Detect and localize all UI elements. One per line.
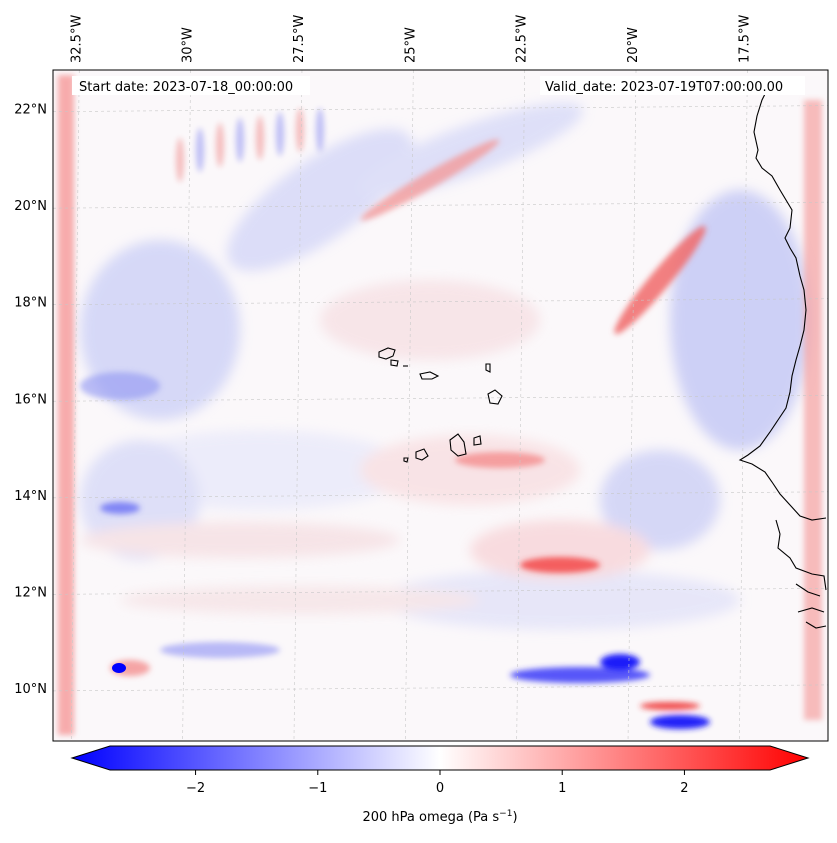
meridian-line (70, 69, 80, 742)
colorbar-ticks: −2 −1 0 1 2 (186, 770, 689, 796)
strong-ascent-blob (112, 663, 126, 673)
valid-date-box (540, 76, 805, 95)
coastlines (378, 87, 827, 629)
colorbar-tick-label: 2 (680, 781, 688, 796)
lat-tick-label: 12°N (14, 585, 47, 600)
colorbar-tick-label: −1 (308, 781, 327, 796)
colorbar-bar (70, 745, 810, 771)
meridian-line (627, 69, 637, 742)
lat-tick-label: 18°N (14, 296, 47, 311)
lon-tick-label: 32.5°W (69, 15, 84, 63)
omega-field (58, 75, 822, 735)
meridian-line (405, 69, 414, 742)
meridian-line (516, 69, 525, 742)
valid-date-label: Valid_date: 2023-07-19T07:00:00.00 (545, 80, 783, 95)
meridian-line (739, 69, 748, 742)
lon-tick-label: 27.5°W (292, 15, 307, 63)
colorbar-tick-label: 1 (558, 781, 566, 796)
cape-verde-islands (378, 347, 503, 463)
lat-tick-label: 14°N (14, 489, 47, 504)
graticule (52, 69, 829, 742)
lat-tick-label: 16°N (14, 392, 47, 407)
colorbar-tick-label: −2 (186, 781, 205, 796)
longitude-labels: 32.5°W 30°W 27.5°W 25°W 22.5°W 20°W 17.5°W (69, 15, 752, 63)
lat-tick-label: 10°N (14, 682, 47, 697)
guinea-bissau-coast (775, 519, 827, 629)
meridian-line (182, 69, 191, 742)
lon-tick-label: 20°W (626, 27, 641, 63)
start-date-box (72, 76, 310, 95)
lat-tick-label: 22°N (14, 103, 47, 118)
lon-tick-label: 30°W (181, 27, 196, 63)
colorbar-label: 200 hPa omega (Pa s−1) (362, 809, 517, 825)
meridian-line (293, 69, 303, 742)
lat-tick-label: 20°N (14, 199, 47, 214)
lon-tick-label: 17.5°W (737, 15, 752, 63)
colorbar-tick-label: 0 (436, 781, 444, 796)
lon-tick-label: 25°W (403, 27, 418, 63)
start-date-label: Start date: 2023-07-18_00:00:00 (79, 80, 293, 95)
latitude-labels: 22°N 20°N 18°N 16°N 14°N 12°N 10°N (14, 103, 47, 697)
map-frame (52, 69, 829, 742)
colorbar: −2 −1 0 1 2 200 hPa omega (Pa s−1) (70, 745, 810, 825)
lon-tick-label: 22.5°W (515, 15, 530, 63)
african-coastline (738, 87, 827, 521)
map-panel: Start date: 2023-07-18_00:00:00 Valid_da… (14, 15, 829, 742)
